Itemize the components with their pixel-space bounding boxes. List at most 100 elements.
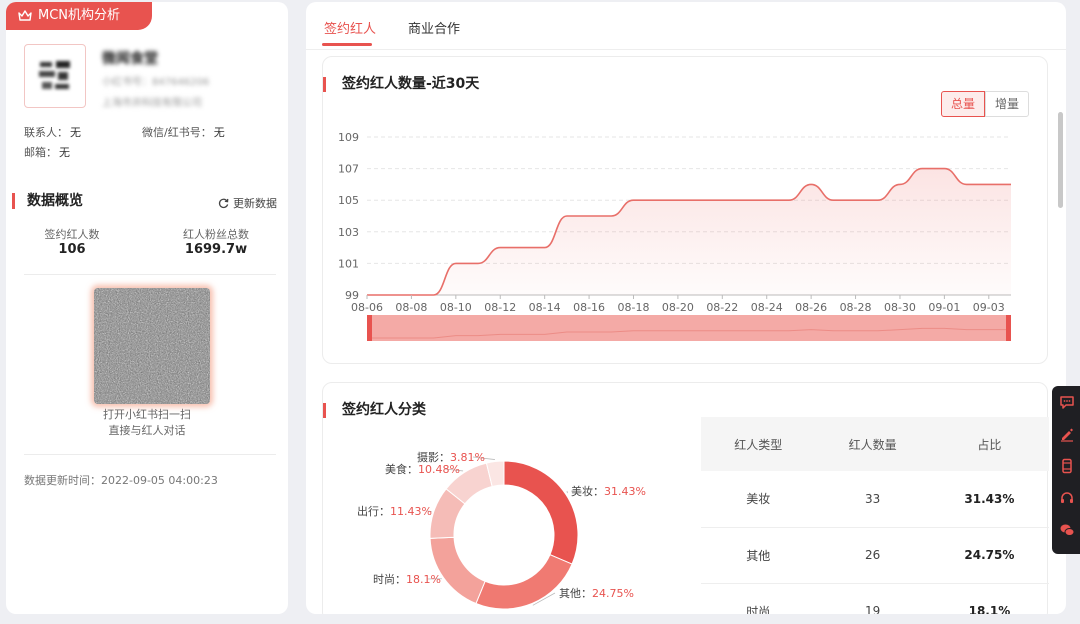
- cell-ratio: 18.1%: [929, 583, 1049, 614]
- scrollbar[interactable]: [1058, 112, 1063, 208]
- divider: [24, 454, 276, 455]
- cell-type: 时尚: [701, 583, 816, 614]
- refresh-data-button[interactable]: 更新数据: [218, 195, 277, 211]
- pie-label-line: [532, 592, 556, 606]
- org-info-panel: MCN机构分析 微闻食堂 小红书号：847646206 上海市井科技有限公司 联…: [6, 2, 288, 614]
- y-tick-label: 105: [338, 194, 359, 207]
- category-title: 签约红人分类: [323, 403, 426, 418]
- category-card: 签约红人分类 美妆：31.43% 其他：24.75% 时尚：18.1% 出行：11.4…: [322, 382, 1049, 614]
- series-area: [367, 168, 1011, 295]
- stat-value-signed: 106: [58, 242, 86, 257]
- header-count: 红人数量: [815, 417, 930, 471]
- contact-info: 联系人：无: [24, 124, 81, 140]
- pie-label: 出行：11.43%: [357, 504, 432, 518]
- trend-title: 签约红人数量-近30天: [323, 77, 479, 92]
- pie-label: 美食：10.48%: [385, 462, 460, 476]
- pie-label-line: [426, 510, 432, 512]
- tab-bar: 签约红人 商业合作: [306, 2, 1066, 50]
- x-tick-label: 08-16: [573, 301, 605, 314]
- mcn-analysis-tag: MCN机构分析: [6, 2, 152, 30]
- trend-card: 签约红人数量-近30天 总量 增量 99 101 103 105 107 109 08-06…: [322, 56, 1048, 364]
- org-logo-image: [39, 61, 70, 89]
- range-slider-preview: [367, 327, 1011, 339]
- x-tick-label: 08-12: [484, 301, 516, 314]
- y-tick-label: 103: [338, 226, 359, 239]
- cell-count: 33: [815, 471, 930, 528]
- org-logo: [24, 44, 86, 108]
- cell-type: 美妆: [701, 471, 816, 528]
- qr-code: [94, 288, 210, 404]
- org-id: 小红书号：847646206: [102, 77, 210, 88]
- stat-value-fans: 1699.7w: [184, 242, 248, 257]
- series-line: [366, 167, 1012, 296]
- x-tick-label: 08-18: [617, 301, 649, 314]
- x-tick-label: 09-01: [928, 301, 960, 314]
- toggle-increment[interactable]: 增量: [985, 91, 1029, 117]
- x-tick-label: 08-28: [840, 301, 872, 314]
- x-tick-label: 08-24: [751, 301, 783, 314]
- cell-count: 26: [815, 527, 930, 584]
- wechat-label: 微信/红书号：: [142, 126, 212, 139]
- pie-label: 摄影：3.81%: [417, 450, 485, 464]
- stat-label-signed: 签约红人数: [44, 228, 100, 241]
- refresh-label: 更新数据: [233, 197, 277, 210]
- contact-label: 联系人：: [24, 126, 68, 139]
- pie-slice: [475, 553, 573, 610]
- cell-count: 19: [815, 583, 930, 614]
- table-row: 其他 26 24.75%: [701, 527, 1049, 584]
- headset-icon[interactable]: [1059, 490, 1075, 506]
- x-tick-label: 08-26: [795, 301, 827, 314]
- y-tick-label: 107: [338, 163, 359, 176]
- range-handle-right: [1006, 315, 1011, 341]
- category-pie-chart: 美妆：31.43% 其他：24.75% 时尚：18.1% 出行：11.43% 美食：10…: [357, 450, 646, 610]
- mcn-analysis-label: MCN机构分析: [38, 8, 121, 23]
- x-tick-label: 08-30: [884, 301, 916, 314]
- tab-signed-kols[interactable]: 签约红人: [324, 22, 377, 37]
- overview-title: 数据概览: [12, 193, 83, 209]
- y-tick-label: 99: [345, 289, 359, 302]
- cell-ratio: 24.75%: [929, 527, 1049, 584]
- contact-value: 无: [70, 126, 81, 139]
- x-tick-label: 08-14: [529, 301, 561, 314]
- pie-slice: [503, 460, 579, 565]
- x-tick-label: 08-10: [440, 301, 472, 314]
- divider: [24, 274, 276, 275]
- org-company: 上海市井科技有限公司: [102, 98, 202, 109]
- wechat-value: 无: [213, 126, 225, 139]
- table-row: 时尚 19 18.1%: [701, 583, 1049, 614]
- pie-label-line: [472, 456, 495, 460]
- email-info: 邮箱：无: [24, 144, 70, 160]
- y-tick-label: 109: [338, 131, 359, 144]
- qr-hint-line2: 直接与红人对话: [108, 424, 186, 437]
- update-time: 数据更新时间：2022-09-05 04:00:23: [24, 474, 218, 487]
- wechat-info: 微信/红书号：无: [142, 124, 225, 140]
- header-type: 红人类型: [701, 417, 816, 471]
- pie-label: 美妆：31.43%: [571, 485, 646, 498]
- pie-label: 时尚：18.1%: [373, 572, 441, 586]
- side-toolbar: [1052, 386, 1080, 554]
- main-panel: 签约红人 商业合作 签约红人数量-近30天 总量 增量 99 101 103 105 1…: [306, 2, 1066, 614]
- qr-code-image: [94, 288, 210, 404]
- pie-label-line: [444, 468, 464, 472]
- edit-icon[interactable]: [1059, 426, 1075, 442]
- cell-type: 其他: [701, 527, 816, 584]
- message-icon[interactable]: [1059, 394, 1075, 410]
- active-tab-indicator: [322, 43, 372, 46]
- wechat-icon[interactable]: [1059, 522, 1075, 538]
- crown-icon: [18, 10, 32, 21]
- email-label: 邮箱：: [24, 146, 57, 159]
- tab-business-cooperation[interactable]: 商业合作: [408, 22, 461, 37]
- phone-icon[interactable]: [1059, 458, 1075, 474]
- stat-label-fans: 红人粉丝总数: [183, 228, 249, 241]
- qr-hint-line1: 打开小红书扫一扫: [103, 408, 191, 421]
- x-tick-label: 08-20: [662, 301, 694, 314]
- x-tick-label: 08-08: [395, 301, 427, 314]
- pie-label: 其他：24.75%: [559, 587, 634, 600]
- x-tick-label: 08-06: [351, 301, 383, 314]
- toggle-total[interactable]: 总量: [941, 91, 985, 117]
- table-row: 美妆 33 31.43%: [701, 471, 1049, 528]
- range-handle-left: [367, 315, 372, 341]
- refresh-icon: [218, 198, 229, 208]
- y-tick-label: 101: [338, 257, 359, 270]
- org-name: 微闻食堂: [102, 51, 158, 67]
